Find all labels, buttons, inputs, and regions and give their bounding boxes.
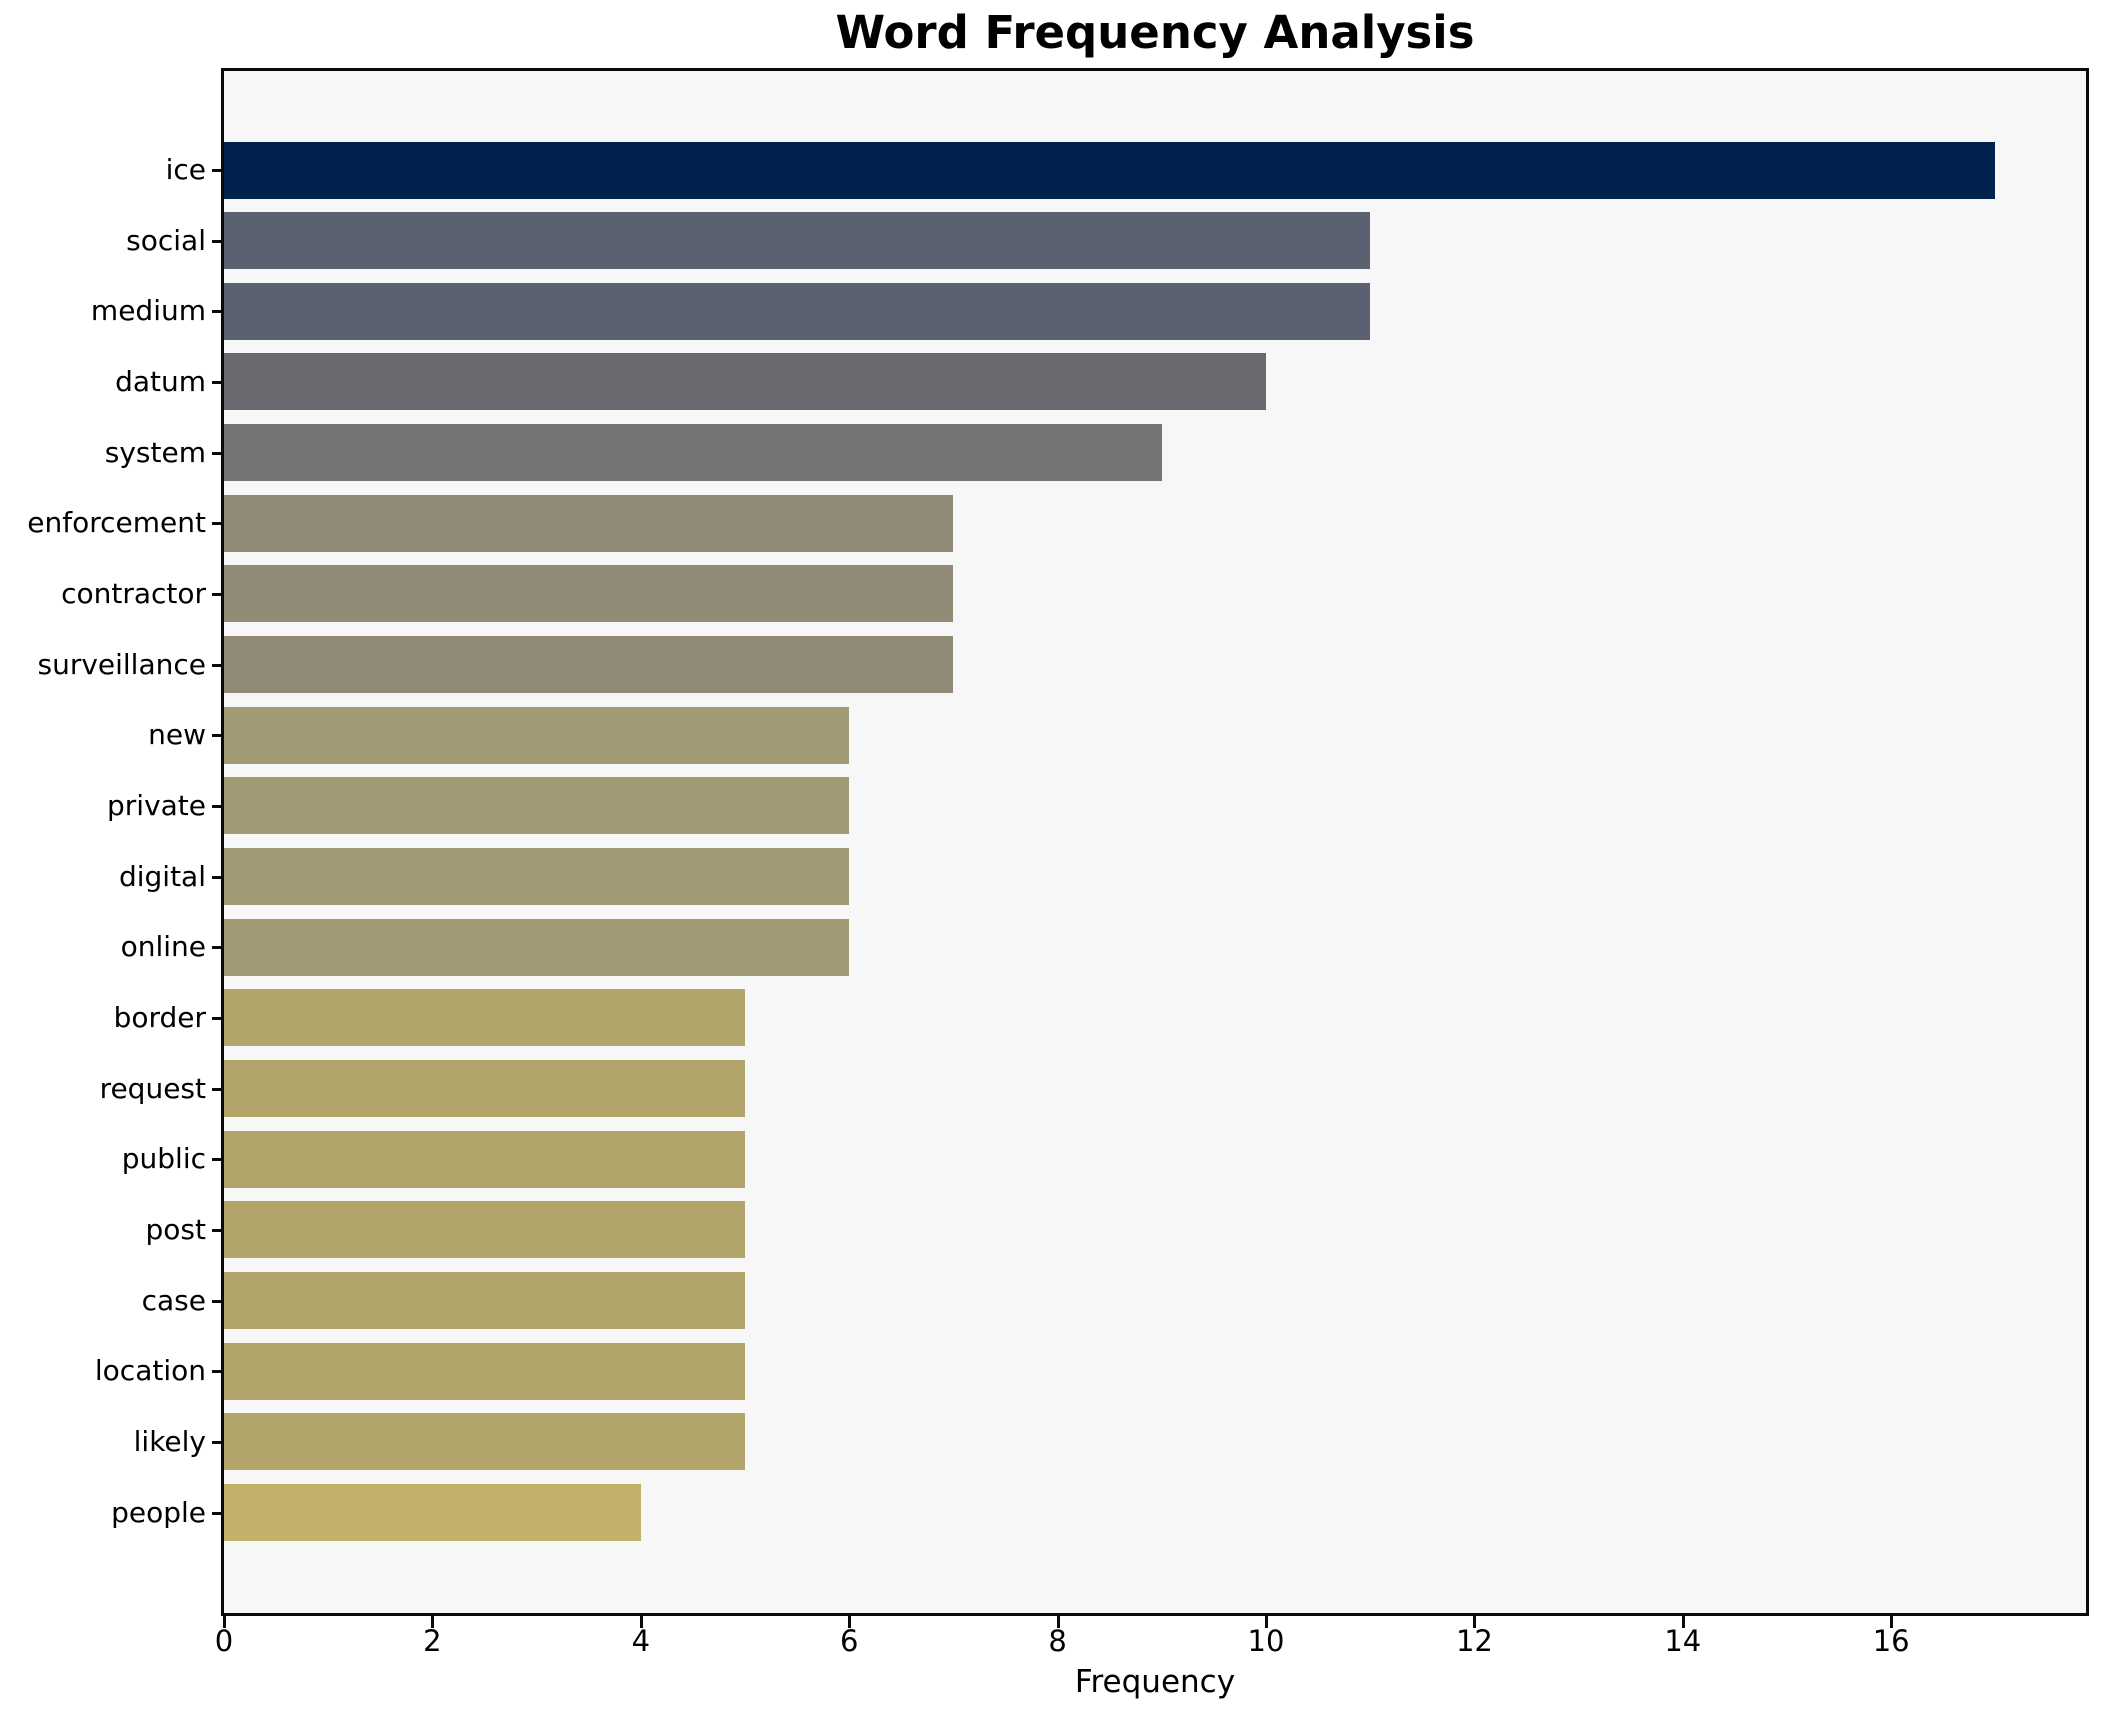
y-tick-label-medium: medium: [90, 294, 206, 328]
x-tick-label-4: 4: [631, 1624, 651, 1658]
plot-area: [221, 68, 2089, 1616]
x-axis-title: Frequency: [1074, 1664, 1236, 1700]
y-tick-mark: [212, 1299, 222, 1303]
y-tick-mark: [212, 1016, 222, 1020]
x-tick-mark: [223, 1616, 226, 1628]
y-tick-label-people: people: [111, 1495, 206, 1529]
bar-online: [224, 918, 850, 976]
bar-location: [224, 1342, 745, 1400]
bar-case: [224, 1272, 745, 1330]
y-tick-mark: [212, 804, 222, 808]
x-tick-label-10: 10: [1247, 1624, 1285, 1658]
bar-contractor: [224, 565, 954, 623]
bar-new: [224, 706, 850, 764]
x-tick-mark: [1681, 1616, 1685, 1628]
y-tick-mark: [212, 1158, 222, 1162]
x-tick-label-0: 0: [214, 1624, 234, 1658]
x-tick-label-16: 16: [1872, 1624, 1910, 1658]
x-tick-mark: [1890, 1616, 1894, 1628]
y-tick-label-contractor: contractor: [61, 576, 206, 610]
bar-likely: [224, 1413, 745, 1471]
y-tick-mark: [212, 1511, 222, 1515]
y-tick-label-new: new: [148, 718, 206, 752]
bar-border: [224, 989, 745, 1047]
x-tick-label-6: 6: [839, 1624, 859, 1658]
y-tick-mark: [212, 239, 222, 243]
x-tick-mark: [1265, 1616, 1268, 1628]
bar-request: [224, 1060, 745, 1118]
y-tick-mark: [212, 946, 222, 950]
bar-digital: [224, 848, 850, 906]
x-tick-mark: [1056, 1616, 1060, 1628]
y-tick-label-post: post: [145, 1212, 206, 1246]
y-tick-mark: [212, 1370, 222, 1374]
x-tick-mark: [431, 1616, 435, 1628]
x-tick-label-2: 2: [423, 1624, 442, 1658]
y-tick-mark: [212, 1087, 222, 1091]
x-tick-label-12: 12: [1455, 1624, 1493, 1658]
y-tick-mark: [212, 310, 222, 314]
y-tick-label-request: request: [99, 1071, 206, 1105]
x-tick-mark: [848, 1616, 852, 1628]
bar-system: [224, 424, 1162, 482]
y-tick-label-datum: datum: [115, 364, 206, 398]
y-tick-label-surveillance: surveillance: [37, 647, 206, 681]
y-tick-mark: [212, 875, 222, 879]
bar-people: [224, 1484, 641, 1542]
bar-social: [224, 212, 1371, 270]
bar-datum: [224, 353, 1266, 411]
bar-surveillance: [224, 636, 954, 694]
x-tick-label-14: 14: [1664, 1624, 1702, 1658]
chart-title: Word Frequency Analysis: [835, 6, 1475, 59]
y-tick-mark: [212, 169, 222, 172]
bar-medium: [224, 282, 1371, 340]
y-tick-mark: [212, 380, 222, 384]
x-tick-mark: [1473, 1616, 1477, 1628]
x-tick-label-8: 8: [1048, 1624, 1067, 1658]
bar-enforcement: [224, 494, 954, 552]
y-tick-label-likely: likely: [133, 1424, 206, 1458]
y-tick-label-ice: ice: [165, 153, 206, 186]
bar-public: [224, 1130, 745, 1188]
y-tick-mark: [212, 1440, 222, 1444]
bar-ice: [224, 141, 1996, 199]
y-tick-label-border: border: [113, 1000, 206, 1034]
y-tick-label-social: social: [126, 223, 206, 257]
y-tick-mark: [212, 522, 222, 526]
y-tick-label-case: case: [141, 1283, 206, 1317]
y-tick-label-system: system: [104, 435, 206, 469]
y-tick-label-digital: digital: [118, 859, 206, 893]
x-tick-mark: [639, 1616, 643, 1628]
y-tick-label-location: location: [94, 1354, 206, 1388]
y-tick-label-private: private: [107, 788, 206, 822]
y-tick-mark: [212, 1228, 222, 1232]
y-tick-label-online: online: [120, 930, 206, 964]
y-tick-mark: [212, 734, 222, 738]
y-tick-label-public: public: [121, 1142, 206, 1176]
bar-post: [224, 1201, 745, 1259]
y-tick-mark: [212, 592, 222, 596]
y-tick-mark: [212, 663, 222, 667]
y-tick-label-enforcement: enforcement: [27, 506, 206, 540]
bar-private: [224, 777, 850, 835]
y-tick-mark: [212, 451, 222, 455]
